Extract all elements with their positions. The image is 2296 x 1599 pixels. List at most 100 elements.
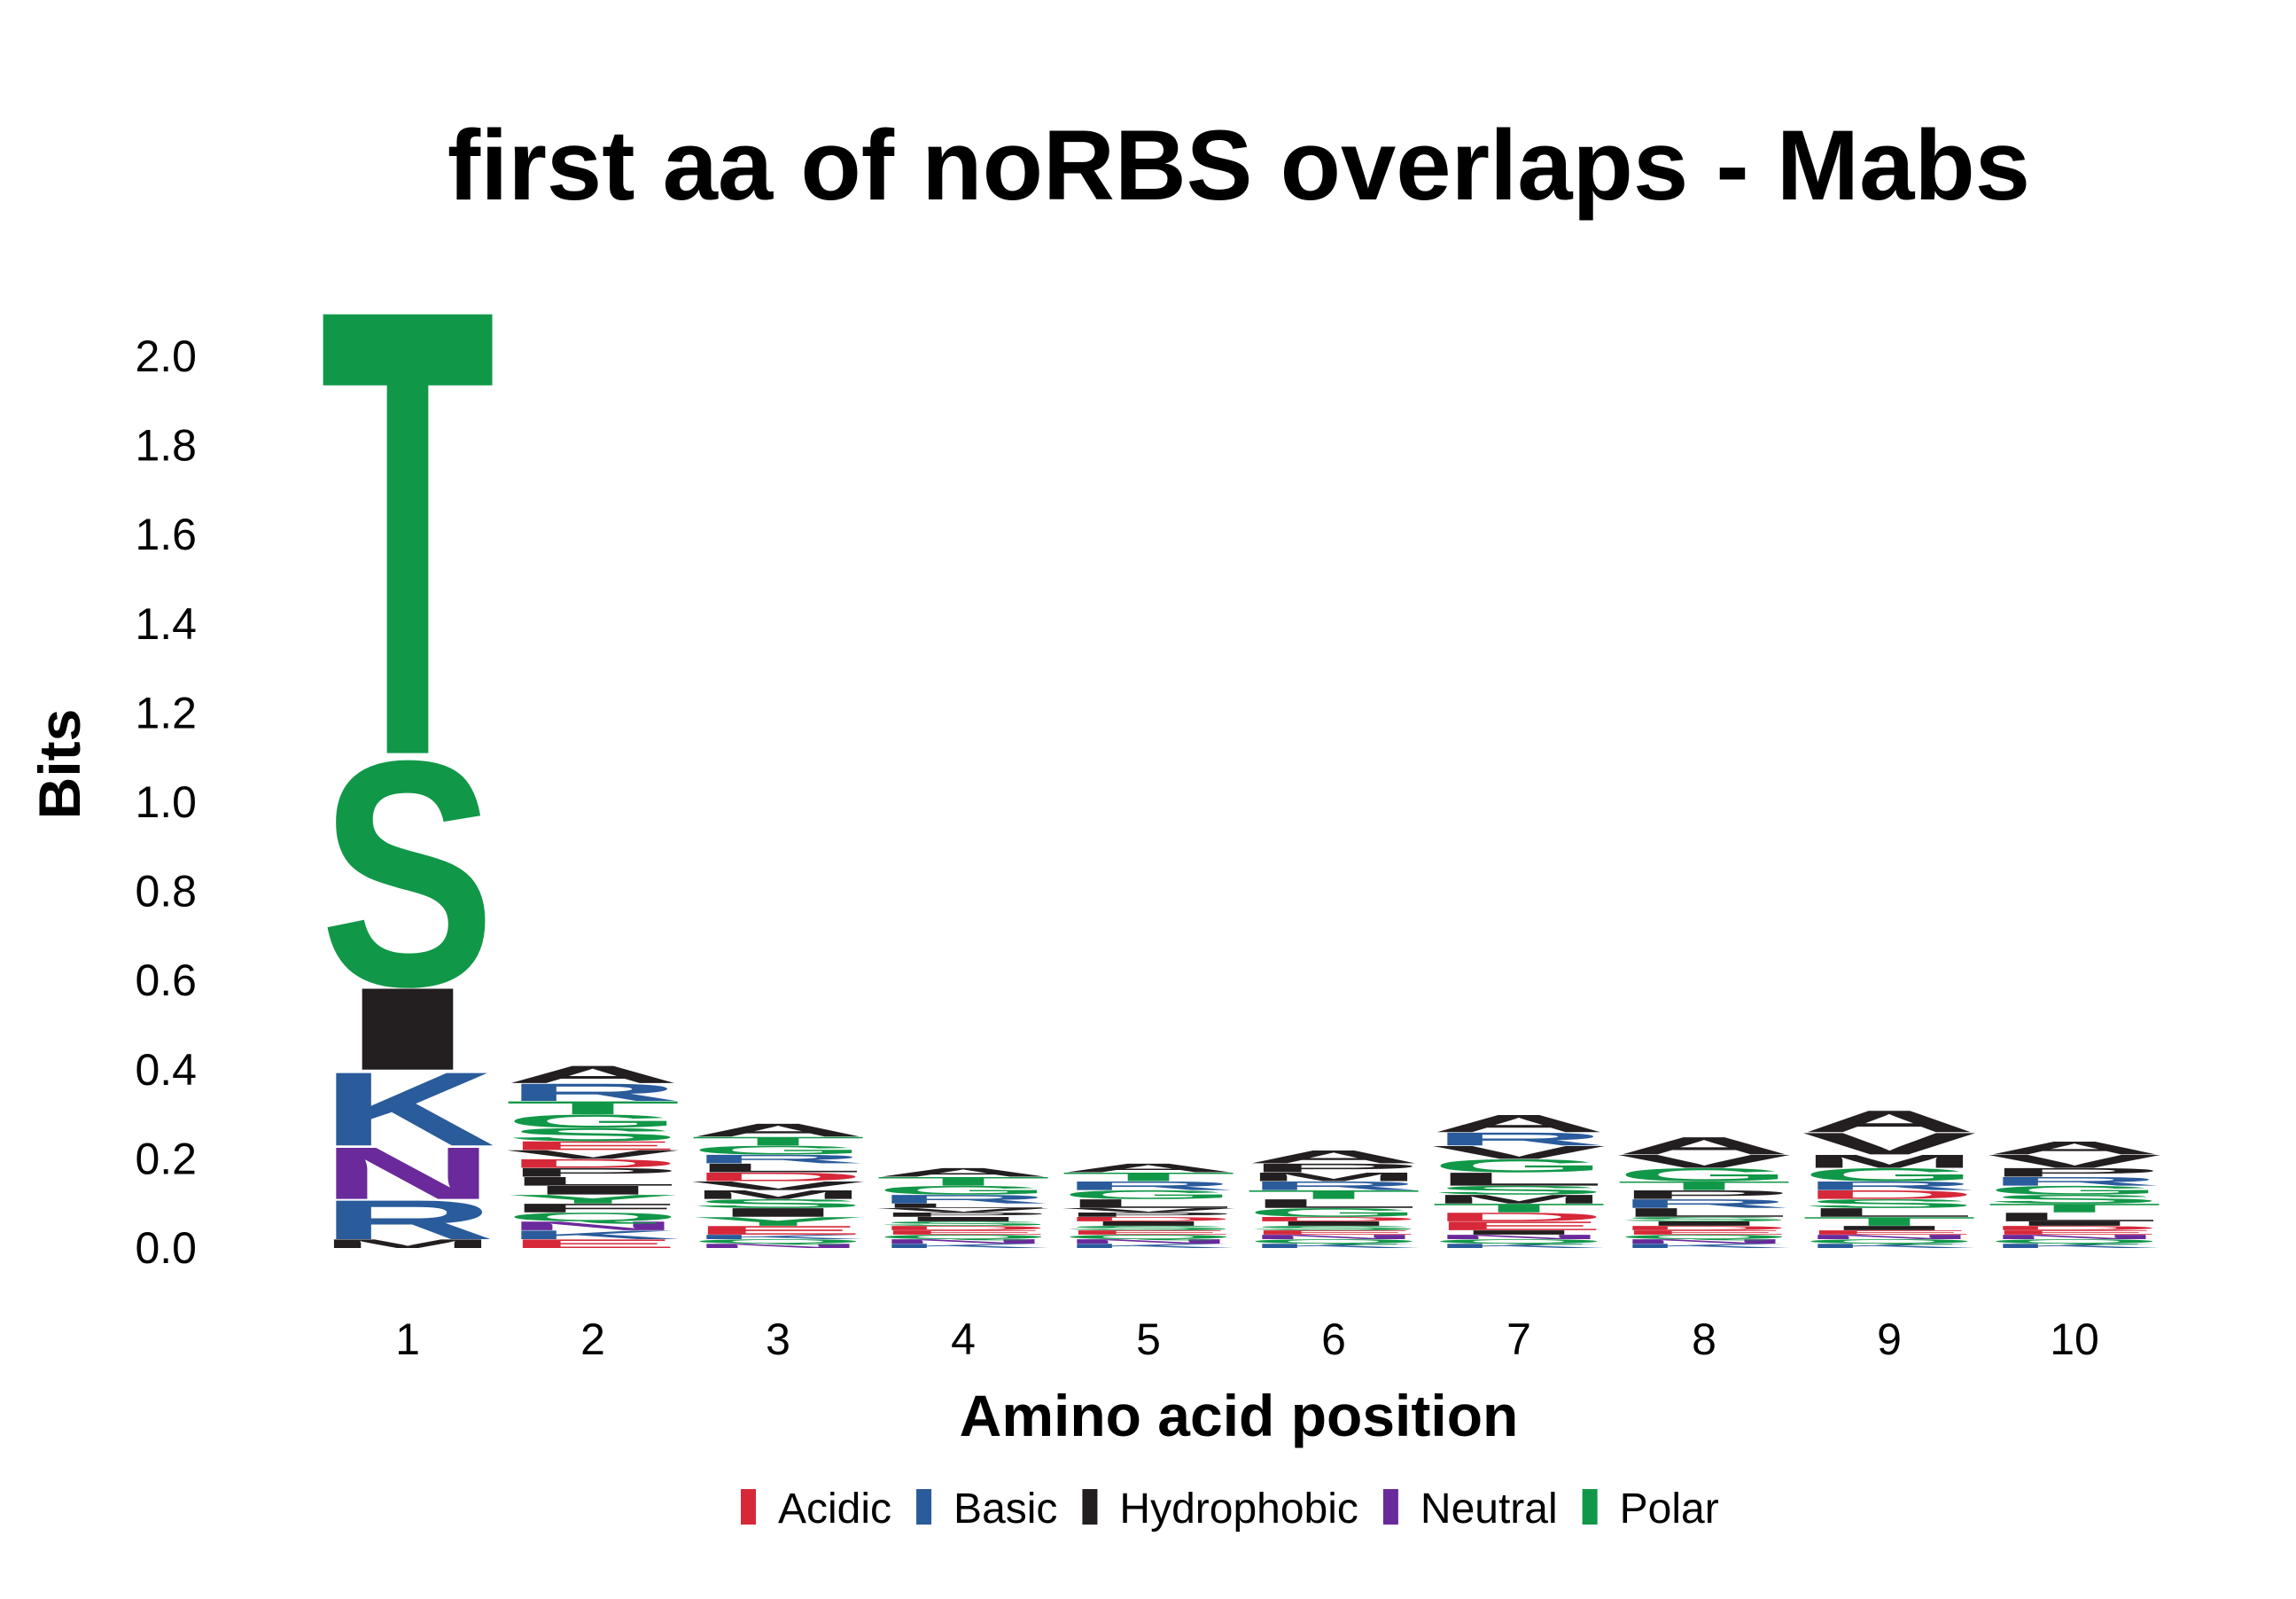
x-tick-label: 9	[1877, 1314, 1902, 1364]
logo-letter: P	[1616, 1188, 1792, 1202]
logo-letter: D	[1061, 1216, 1236, 1223]
logo-letter: V	[690, 1179, 866, 1193]
logo-letter: L	[1061, 1197, 1236, 1211]
logo-letter: R	[1061, 1179, 1236, 1193]
logo-letter: S	[1616, 1216, 1792, 1223]
logo-letter: T	[505, 1097, 681, 1118]
logo-letter: I	[505, 1183, 681, 1197]
logo-letter: N	[1061, 1238, 1236, 1245]
logo-letter: D	[876, 1225, 1051, 1232]
chart-title: first aa of noRBS overlaps - Mabs	[448, 110, 2030, 221]
legend-item-polar: Polar	[1582, 1486, 1719, 1533]
x-tick-label: 8	[1692, 1314, 1716, 1364]
logo-letter: G	[690, 1143, 866, 1158]
logo-letter: T	[320, 177, 495, 889]
logo-letter: N	[1246, 1234, 1421, 1241]
logo-letter: E	[505, 1236, 681, 1251]
x-tick-label: 5	[1136, 1314, 1161, 1364]
logo-letter: S	[1246, 1225, 1421, 1232]
x-tick-label: 1	[395, 1314, 420, 1364]
logo-letter: E	[1616, 1229, 1792, 1236]
logo-letter: L	[1616, 1205, 1792, 1220]
logo-letter: K	[1616, 1243, 1792, 1250]
logo-letter: Q	[690, 1238, 866, 1245]
logo-letter: R	[876, 1192, 1051, 1206]
y-tick-label: 2.0	[135, 332, 197, 381]
legend-item-acidic: Acidic	[741, 1486, 891, 1533]
y-tick-label: 1.0	[135, 777, 197, 827]
y-tick-label: 1.8	[135, 421, 197, 471]
legend-label: Neutral	[1420, 1486, 1558, 1533]
y-tick-label: 1.4	[135, 599, 197, 649]
logo-letter: K	[876, 1243, 1051, 1250]
logo-letter: G	[1061, 1188, 1236, 1202]
logo-letter: Q	[1802, 1238, 1977, 1245]
logo-letter: P	[1061, 1212, 1236, 1219]
logo-letter: I	[876, 1215, 1051, 1222]
logo-letter: L	[505, 1174, 681, 1189]
logo-letter: D	[505, 1157, 681, 1171]
logo-letter: V	[1987, 1151, 2162, 1172]
logo-letter: E	[505, 1139, 681, 1153]
logo-letter: S	[505, 1124, 681, 1144]
logo-letter: L	[690, 1161, 866, 1175]
logo-letter: I	[1616, 1221, 1792, 1228]
logo-letter: Q	[1616, 1234, 1792, 1241]
legend-label: Acidic	[778, 1486, 891, 1533]
logo-letter: A	[690, 1119, 866, 1140]
logo-letter: Q	[876, 1234, 1051, 1241]
y-tick-label: 1.2	[135, 688, 197, 737]
logo-letter: Q	[1987, 1238, 2162, 1245]
logo-letter: L	[876, 1202, 1051, 1209]
logo-letter: G	[505, 1111, 681, 1131]
y-axis-ticks: 0.0 0.2 0.4 0.6 0.8 1.0 1.2 1.4 1.6 1.8 2.0	[135, 332, 197, 1273]
logo-letter: I	[320, 963, 495, 1095]
logo-letter: A	[1061, 1161, 1236, 1175]
logo-letter: N	[1987, 1234, 2162, 1241]
logo-letter: K	[690, 1234, 866, 1241]
logo-letter: S	[690, 1197, 866, 1211]
logo-letter: M	[1431, 1192, 1607, 1206]
legend-swatch	[1082, 1489, 1098, 1525]
logo-letter: A	[1616, 1132, 1792, 1159]
logo-letter: S	[320, 695, 495, 1054]
logo-letter: G	[1616, 1165, 1792, 1185]
logo-letter: I	[1431, 1229, 1607, 1236]
logo-letter: V	[876, 1206, 1051, 1213]
logo-letter: V	[505, 1148, 681, 1162]
logo-letter: P	[505, 1166, 681, 1180]
x-tick-label: 4	[951, 1314, 976, 1364]
legend-item-neutral: Neutral	[1382, 1486, 1558, 1533]
logo-letter: N	[1431, 1234, 1607, 1241]
logo-letter: K	[1061, 1243, 1236, 1250]
logo-letter: S	[1802, 1197, 1977, 1211]
logo-letter: E	[690, 1223, 866, 1237]
logo-letter: D	[690, 1170, 866, 1184]
logo-letter: K	[1802, 1243, 1977, 1250]
logo-letter: E	[1246, 1229, 1421, 1236]
logo-letter: R	[1431, 1128, 1607, 1149]
logo-letter: A	[1431, 1110, 1607, 1137]
logo-letter: V	[1061, 1206, 1236, 1213]
logo-letter: E	[876, 1229, 1051, 1236]
x-axis-label: Amino acid position	[960, 1383, 1519, 1448]
logo-letter: P	[1987, 1166, 2162, 1180]
logo-letter: T	[1061, 1170, 1236, 1184]
y-tick-label: 0.2	[135, 1134, 197, 1183]
logo-letter: G	[876, 1183, 1051, 1197]
logo-letter: K	[1246, 1243, 1421, 1250]
logo-letter: G	[1431, 1156, 1607, 1176]
logo-letter: V	[1616, 1151, 1792, 1172]
logo-letter: T	[876, 1174, 1051, 1189]
logo-letter: T	[690, 1135, 866, 1149]
logo-letter: D	[1246, 1216, 1421, 1223]
x-tick-label: 7	[1506, 1314, 1531, 1364]
logo-letter: D	[1616, 1225, 1792, 1232]
x-tick-label: 3	[766, 1314, 790, 1364]
logo-letter: M	[320, 1236, 495, 1251]
